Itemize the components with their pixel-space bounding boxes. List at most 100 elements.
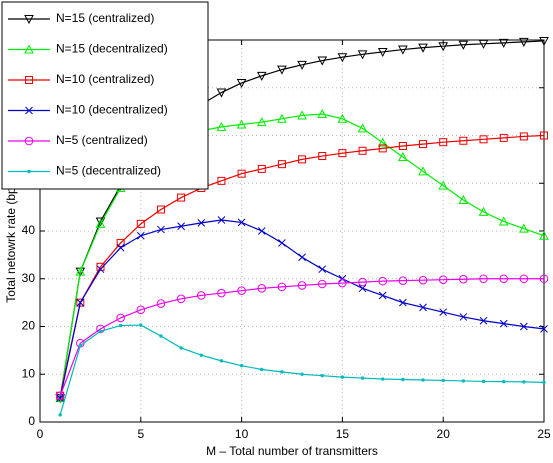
marker <box>317 279 327 289</box>
marker <box>539 36 549 47</box>
marker <box>439 138 448 147</box>
marker <box>176 294 186 304</box>
marker <box>177 193 186 202</box>
marker <box>337 53 348 63</box>
marker <box>539 230 549 240</box>
marker <box>78 343 83 348</box>
marker <box>357 123 368 133</box>
marker <box>539 274 549 284</box>
marker <box>498 38 509 48</box>
marker <box>318 152 327 161</box>
marker <box>237 218 246 227</box>
marker <box>358 146 367 155</box>
marker <box>357 50 368 60</box>
marker <box>478 39 489 49</box>
marker <box>136 305 146 315</box>
marker <box>419 303 427 312</box>
marker <box>378 291 387 300</box>
marker <box>338 149 347 158</box>
marker <box>219 359 224 363</box>
marker <box>501 379 506 384</box>
marker <box>116 313 125 323</box>
legend-marker <box>27 169 31 174</box>
marker <box>318 265 327 274</box>
marker <box>58 413 62 417</box>
marker <box>519 223 529 233</box>
marker <box>338 278 347 288</box>
marker <box>98 329 103 333</box>
x-tick-label: 5 <box>137 427 144 441</box>
marker <box>519 274 529 284</box>
legend-marker <box>24 44 34 54</box>
legend: N=15 (centralized) N=15 (decentralized) N=… <box>1 1 209 190</box>
legend-label: N=10 (decentralized) <box>56 103 168 117</box>
marker <box>157 225 165 234</box>
marker <box>360 376 365 380</box>
marker <box>540 325 548 333</box>
marker <box>419 140 428 149</box>
marker <box>239 363 244 368</box>
marker <box>199 353 203 357</box>
marker <box>340 375 345 379</box>
marker <box>438 42 449 52</box>
marker <box>277 160 286 169</box>
legend-label: N=10 (centralized) <box>56 72 154 86</box>
marker <box>96 265 105 274</box>
marker <box>478 206 489 216</box>
marker <box>459 313 468 321</box>
marker <box>216 121 227 131</box>
marker <box>237 286 246 295</box>
marker <box>136 231 145 240</box>
legend-label: N=5 (decentralized) <box>56 164 161 178</box>
marker <box>217 216 226 224</box>
marker <box>479 135 488 144</box>
marker <box>499 274 508 284</box>
marker <box>398 45 408 55</box>
marker <box>179 346 183 350</box>
marker <box>377 47 388 57</box>
marker <box>217 176 226 185</box>
marker <box>398 276 408 285</box>
legend-label: N=5 (centralized) <box>56 133 148 147</box>
marker <box>216 88 227 98</box>
marker <box>177 222 185 231</box>
marker <box>139 323 143 327</box>
legend-marker <box>25 106 33 115</box>
marker <box>55 391 65 401</box>
marker <box>260 367 264 372</box>
marker <box>55 393 65 403</box>
y-tick-label: 30 <box>22 271 36 285</box>
marker <box>358 277 367 287</box>
marker <box>519 132 528 141</box>
marker <box>317 56 328 66</box>
y-axis-label: Total netowrk rate (bps/Hz) <box>4 159 18 302</box>
marker <box>256 71 267 81</box>
marker <box>479 316 488 325</box>
marker <box>298 253 306 262</box>
marker <box>256 117 267 127</box>
marker <box>280 370 284 374</box>
marker <box>75 266 86 276</box>
marker <box>481 379 486 384</box>
marker <box>522 380 526 384</box>
marker <box>118 323 123 328</box>
marker <box>398 142 407 151</box>
marker <box>358 284 367 293</box>
y-tick-label: 20 <box>22 319 36 333</box>
marker <box>237 169 246 178</box>
marker <box>378 144 387 153</box>
marker <box>116 238 125 247</box>
marker <box>519 322 528 331</box>
marker <box>277 113 287 123</box>
legend-marker <box>24 15 34 25</box>
marker <box>438 180 449 190</box>
x-axis-label: M – Total number of transmitters <box>206 444 378 458</box>
marker <box>320 373 324 378</box>
marker <box>300 372 304 376</box>
legend-box <box>1 1 209 190</box>
y-tick-label: 40 <box>22 223 36 237</box>
marker <box>439 308 448 317</box>
x-tick-label: 25 <box>537 427 551 441</box>
marker <box>458 40 469 50</box>
